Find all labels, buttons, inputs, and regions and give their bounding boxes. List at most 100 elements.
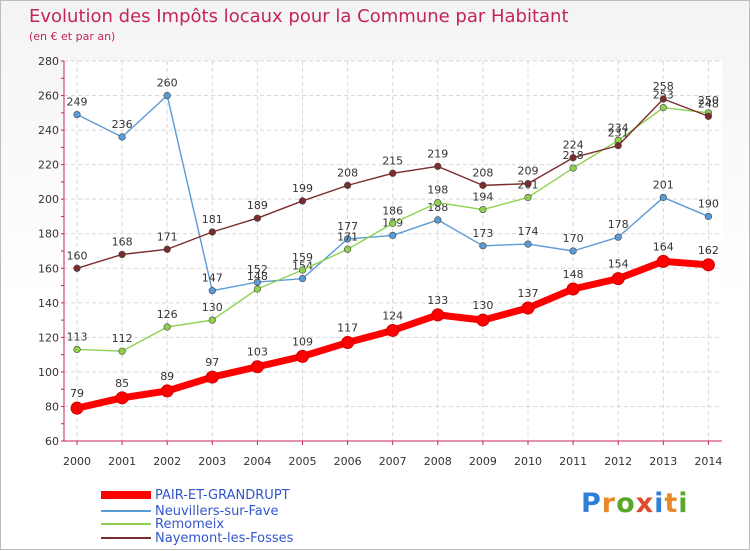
x-tick-label: 2014: [694, 455, 722, 468]
y-tick-label: 240: [38, 124, 59, 137]
data-label-pair-et-grandrupt: 154: [608, 258, 629, 271]
data-label-nayemont-les-fosses: 168: [112, 235, 133, 248]
data-label-nayemont-les-fosses: 208: [337, 166, 358, 179]
data-label-pair-et-grandrupt: 162: [698, 244, 719, 257]
x-tick-label: 2002: [153, 455, 181, 468]
data-label-neuvillers-sur-fave: 188: [427, 201, 448, 214]
data-label-remomeix: 112: [112, 332, 133, 345]
data-point-neuvillers-sur-fave: [73, 110, 81, 119]
proxiti-logo: Proxiti: [581, 488, 689, 519]
legend-label-remomeix: Remomeix: [155, 516, 225, 532]
y-tick-label: 60: [45, 435, 59, 448]
data-label-nayemont-les-fosses: 209: [518, 165, 539, 178]
x-tick-label: 2009: [469, 455, 497, 468]
data-label-pair-et-grandrupt: 97: [205, 356, 219, 369]
data-label-pair-et-grandrupt: 148: [563, 268, 584, 281]
data-point-pair-et-grandrupt: [160, 384, 174, 398]
x-tick-label: 2003: [198, 455, 226, 468]
legend-item-nayemont-les-fosses: Nayemont-les-Fosses: [101, 530, 294, 546]
data-point-nayemont-les-fosses: [479, 181, 487, 189]
data-label-neuvillers-sur-fave: 170: [563, 232, 584, 245]
data-label-neuvillers-sur-fave: 178: [608, 218, 629, 231]
legend-swatch-pair-et-grandrupt: [101, 491, 151, 499]
data-label-nayemont-les-fosses: 248: [698, 97, 719, 110]
data-label-remomeix: 148: [247, 270, 268, 283]
data-label-neuvillers-sur-fave: 260: [157, 77, 178, 90]
data-label-neuvillers-sur-fave: 174: [518, 225, 539, 238]
data-point-remomeix: [298, 266, 307, 274]
data-point-pair-et-grandrupt: [521, 301, 535, 315]
data-label-remomeix: 253: [653, 89, 674, 102]
legend-item-neuvillers-sur-fave: Neuvillers-sur-Fave: [101, 504, 278, 519]
data-label-neuvillers-sur-fave: 177: [337, 220, 358, 233]
data-label-nayemont-les-fosses: 208: [472, 166, 493, 179]
chart-title: Evolution des Impôts locaux pour la Comm…: [29, 6, 569, 27]
data-point-neuvillers-sur-fave: [389, 231, 397, 240]
data-label-nayemont-les-fosses: 181: [202, 213, 223, 226]
data-point-neuvillers-sur-fave: [479, 242, 487, 250]
x-tick-label: 2000: [63, 455, 91, 468]
data-label-pair-et-grandrupt: 89: [160, 370, 174, 383]
data-label-pair-et-grandrupt: 164: [653, 240, 674, 253]
data-label-nayemont-les-fosses: 224: [563, 139, 584, 152]
x-tick-label: 2005: [289, 455, 317, 468]
data-point-neuvillers-sur-fave: [118, 133, 126, 141]
x-tick-label: 2010: [514, 455, 542, 468]
data-label-remomeix: 113: [67, 330, 88, 343]
y-tick-label: 80: [45, 400, 59, 413]
data-label-pair-et-grandrupt: 109: [292, 335, 313, 348]
legend-item-pair-et-grandrupt: PAIR-ET-GRANDRUPT: [101, 488, 290, 503]
data-point-neuvillers-sur-fave: [614, 233, 622, 241]
data-point-neuvillers-sur-fave: [344, 235, 352, 243]
data-point-pair-et-grandrupt: [656, 254, 670, 268]
data-point-nayemont-les-fosses: [614, 142, 622, 150]
x-tick-label: 2001: [108, 455, 136, 468]
data-point-nayemont-les-fosses: [208, 228, 216, 236]
data-point-neuvillers-sur-fave: [163, 91, 171, 100]
x-tick-label: 2013: [649, 455, 677, 468]
data-point-nayemont-les-fosses: [163, 245, 171, 253]
data-point-pair-et-grandrupt: [386, 323, 400, 337]
data-point-pair-et-grandrupt: [431, 308, 445, 322]
x-tick-label: 2007: [379, 455, 407, 468]
data-point-nayemont-les-fosses: [659, 95, 667, 103]
data-label-neuvillers-sur-fave: 249: [67, 96, 88, 109]
data-point-neuvillers-sur-fave: [253, 278, 261, 286]
data-point-remomeix: [524, 193, 532, 202]
data-label-remomeix: 198: [427, 184, 448, 197]
data-point-nayemont-les-fosses: [253, 214, 261, 222]
data-label-nayemont-les-fosses: 199: [292, 182, 313, 195]
data-point-remomeix: [253, 285, 261, 293]
data-point-nayemont-les-fosses: [389, 169, 397, 177]
data-point-pair-et-grandrupt: [476, 313, 490, 327]
legend-swatch-remomeix: [101, 523, 151, 525]
data-label-remomeix: 250: [698, 94, 719, 107]
data-label-pair-et-grandrupt: 133: [427, 294, 448, 307]
data-label-nayemont-les-fosses: 160: [67, 249, 88, 262]
data-point-pair-et-grandrupt: [611, 272, 625, 286]
data-point-remomeix: [118, 347, 126, 355]
data-point-remomeix: [569, 164, 577, 172]
data-point-nayemont-les-fosses: [73, 264, 81, 272]
data-label-remomeix: 171: [337, 230, 358, 243]
data-point-neuvillers-sur-fave: [659, 193, 667, 202]
x-tick-label: 2006: [334, 455, 362, 468]
data-label-neuvillers-sur-fave: 147: [202, 272, 223, 285]
data-point-neuvillers-sur-fave: [524, 240, 532, 248]
chart-subtitle: (en € et par an): [29, 30, 116, 43]
data-label-neuvillers-sur-fave: 154: [292, 260, 313, 273]
data-point-nayemont-les-fosses: [569, 154, 577, 162]
data-label-pair-et-grandrupt: 124: [382, 309, 403, 322]
y-tick-label: 280: [38, 55, 59, 68]
data-point-pair-et-grandrupt: [296, 349, 309, 363]
data-label-remomeix: 126: [157, 308, 178, 321]
data-point-neuvillers-sur-fave: [569, 247, 577, 255]
legend-label-nayemont-les-fosses: Nayemont-les-Fosses: [155, 530, 294, 546]
data-point-pair-et-grandrupt: [115, 391, 129, 405]
data-point-nayemont-les-fosses: [524, 180, 532, 188]
data-point-pair-et-grandrupt: [70, 401, 84, 415]
data-point-pair-et-grandrupt: [205, 370, 219, 384]
data-point-remomeix: [208, 316, 216, 324]
data-label-nayemont-les-fosses: 189: [247, 199, 268, 212]
